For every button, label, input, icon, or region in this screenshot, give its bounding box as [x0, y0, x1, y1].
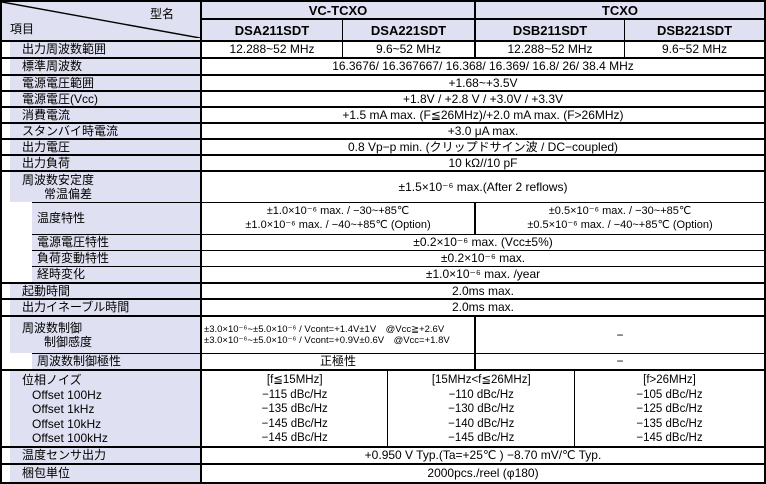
value-cell: +1.5 mA max. (F≦26MHz)/+2.0 mA max. (F>2… — [342, 107, 624, 122]
value-cell: +1.68~+3.5V — [448, 75, 518, 90]
phase-noise-band-low: [f≦15MHz] −115 dBc/Hz −135 dBc/Hz −145 d… — [261, 374, 328, 445]
value-cell-tcxo: − — [474, 317, 764, 353]
value-cell: 2.0ms max. — [451, 300, 514, 315]
row-label: 電源電圧特性 — [32, 234, 200, 250]
row-temperature-characteristics: 温度特性 ±1.0×10⁻⁶ max. / −30~+85℃ ±1.0×10⁻⁶… — [2, 202, 764, 234]
row-packing-unit: 梱包単位 2000pcs./reel (φ180) — [2, 463, 764, 482]
row-startup-time: 起動時間 2.0ms max. — [2, 282, 764, 298]
row-label: 温度センサ出力 — [10, 448, 200, 463]
row-label: 起動時間 — [10, 284, 200, 298]
value-cell: 12.288~52 MHz — [474, 42, 624, 57]
row-label: 梱包単位 — [10, 465, 200, 482]
corner-item-label: 項目 — [10, 22, 35, 36]
band-header: [f>26MHz] — [643, 374, 696, 386]
value-cell: 16.3676/ 16.367667/ 16.368/ 16.369/ 16.8… — [332, 59, 634, 74]
row-label: 消費電流 — [10, 108, 200, 122]
value-cell: ±0.2×10⁻⁶ max. (Vcc±5%) — [413, 235, 553, 250]
diagonal-divider-line — [2, 2, 200, 38]
row-frequency-control-polarity: 周波数制御極性 正極性 − — [2, 353, 764, 369]
value-cell: 9.6~52 MHz — [624, 42, 764, 57]
value-cell: ±1.0×10⁻⁶ max. /year — [425, 267, 541, 282]
row-frequency-control-sensitivity: 周波数制御 制御感度 ±3.0×10⁻⁶~±5.0×10⁻⁶ / Vcont=+… — [2, 315, 764, 353]
sub-label: 常温偏差 — [44, 187, 93, 201]
phase-noise-band-high: [f>26MHz] −105 dBc/Hz −125 dBc/Hz −135 d… — [574, 371, 764, 446]
sub-label: 制御感度 — [44, 335, 93, 349]
corner-cell: 項目 型名 — [2, 2, 202, 40]
group-label: 周波数安定度 — [22, 172, 95, 187]
band-header: [f≦15MHz] — [266, 374, 323, 386]
value-cell: 2.0ms max. — [451, 283, 514, 298]
row-output-voltage: 出力電圧 0.8 Vp−p min. (クリップドサイン波 / DC−coupl… — [2, 138, 764, 154]
phase-noise-band-mid: [15MHz<f≦26MHz] −110 dBc/Hz −130 dBc/Hz … — [387, 371, 574, 446]
value-cell: 10 kΩ//10 pF — [448, 155, 518, 170]
row-standard-frequency: 標準周波数 16.3676/ 16.367667/ 16.368/ 16.369… — [2, 57, 764, 74]
value-cell: 0.8 Vp−p min. (クリップドサイン波 / DC−coupled) — [347, 139, 619, 154]
value-cell: +0.950 V Typ.(Ta=+25℃ ) −8.70 mV/℃ Typ. — [364, 448, 602, 463]
row-label: 周波数制御極性 — [32, 353, 200, 369]
value-cell-vctcxo: 正極性 — [319, 354, 356, 369]
group-label: 位相ノイズ — [22, 373, 82, 387]
value-cell: ±1.5×10⁻⁶ max.(After 2 reflows) — [398, 179, 568, 194]
row-label: 出力周波数範囲 — [10, 42, 200, 57]
row-supply-voltage-characteristics: 電源電圧特性 ±0.2×10⁻⁶ max. (Vcc±5%) — [2, 234, 764, 250]
model-header-dsa211sdt: DSA211SDT — [234, 22, 310, 38]
value-cell-tcxo: − — [474, 354, 764, 369]
row-label: 電源電圧範囲 — [10, 76, 200, 90]
row-label: 負荷変動特性 — [32, 250, 200, 266]
value-cell-vctcxo: ±1.0×10⁻⁶ max. / −30~+85℃ ±1.0×10⁻⁶ max.… — [245, 205, 431, 231]
row-output-enable-time: 出力イネーブル時間 2.0ms max. — [2, 298, 764, 315]
row-output-frequency-range: 出力周波数範囲 12.288~52 MHz 9.6~52 MHz 12.288~… — [2, 40, 764, 57]
table-header: 項目 型名 VC-TCXO TCXO DSA211SDT DSA221SDT D… — [2, 2, 764, 40]
value-cell-tcxo: ±0.5×10⁻⁶ max. / −30~+85℃ ±0.5×10⁻⁶ max.… — [474, 203, 764, 234]
family-header-tcxo: TCXO — [474, 2, 764, 18]
row-label: 位相ノイズ Offset 100Hz Offset 1kHz Offset 10… — [10, 371, 200, 446]
row-aging: 経時変化 ±1.0×10⁻⁶ max. /year — [2, 266, 764, 282]
row-standby-current: スタンバイ時電流 +3.0 μA max. — [2, 122, 764, 138]
model-header-dsb211sdt: DSB211SDT — [474, 20, 624, 40]
row-phase-noise: 位相ノイズ Offset 100Hz Offset 1kHz Offset 10… — [2, 369, 764, 446]
value-cell: 12.288~52 MHz — [229, 42, 315, 57]
model-header-dsa221sdt: DSA221SDT — [341, 20, 474, 40]
row-label: 周波数制御 制御感度 — [10, 317, 200, 353]
value-cell: 2000pcs./reel (φ180) — [427, 466, 539, 481]
row-supply-voltage-vcc: 電源電圧(Vcc) +1.8V / +2.8 V / +3.0V / +3.3V — [2, 90, 764, 106]
row-label: 標準周波数 — [10, 59, 200, 74]
row-label: 出力電圧 — [10, 140, 200, 154]
row-frequency-stability-room-temp: 周波数安定度 常温偏差 ±1.5×10⁻⁶ max.(After 2 reflo… — [2, 170, 764, 202]
group-label: 周波数制御 — [22, 320, 83, 335]
value-cell: ±0.2×10⁻⁶ max. — [440, 251, 526, 266]
row-label: 出力イネーブル時間 — [10, 300, 200, 315]
row-current-consumption: 消費電流 +1.5 mA max. (F≦26MHz)/+2.0 mA max.… — [2, 106, 764, 122]
family-header-vc-tcxo: VC-TCXO — [308, 2, 368, 18]
row-label: 周波数安定度 常温偏差 — [10, 172, 200, 202]
model-header-dsb221sdt: DSB221SDT — [624, 20, 764, 40]
row-load-variation-characteristics: 負荷変動特性 ±0.2×10⁻⁶ max. — [2, 250, 764, 266]
value-cell: +3.0 μA max. — [447, 123, 519, 138]
value-cell: +1.8V / +2.8 V / +3.0V / +3.3V — [402, 91, 564, 106]
value-cell: 9.6~52 MHz — [341, 42, 474, 57]
row-label: スタンバイ時電流 — [10, 124, 200, 138]
band-header: [15MHz<f≦26MHz] — [431, 374, 531, 386]
row-label: 出力負荷 — [10, 156, 200, 170]
row-label: 温度特性 — [32, 202, 200, 234]
row-supply-voltage-range: 電源電圧範囲 +1.68~+3.5V — [2, 74, 764, 90]
corner-model-label: 型名 — [149, 7, 174, 21]
row-output-load: 出力負荷 10 kΩ//10 pF — [2, 154, 764, 170]
row-temperature-sensor-output: 温度センサ出力 +0.950 V Typ.(Ta=+25℃ ) −8.70 mV… — [2, 446, 764, 463]
value-cell-vctcxo: ±3.0×10⁻⁶~±5.0×10⁻⁶ / Vcont=+1.4V±1V @Vc… — [204, 323, 450, 346]
row-label: 経時変化 — [32, 266, 200, 282]
header-columns: VC-TCXO TCXO DSA211SDT DSA221SDT DSB211S… — [202, 2, 764, 40]
row-label: 電源電圧(Vcc) — [10, 92, 200, 106]
